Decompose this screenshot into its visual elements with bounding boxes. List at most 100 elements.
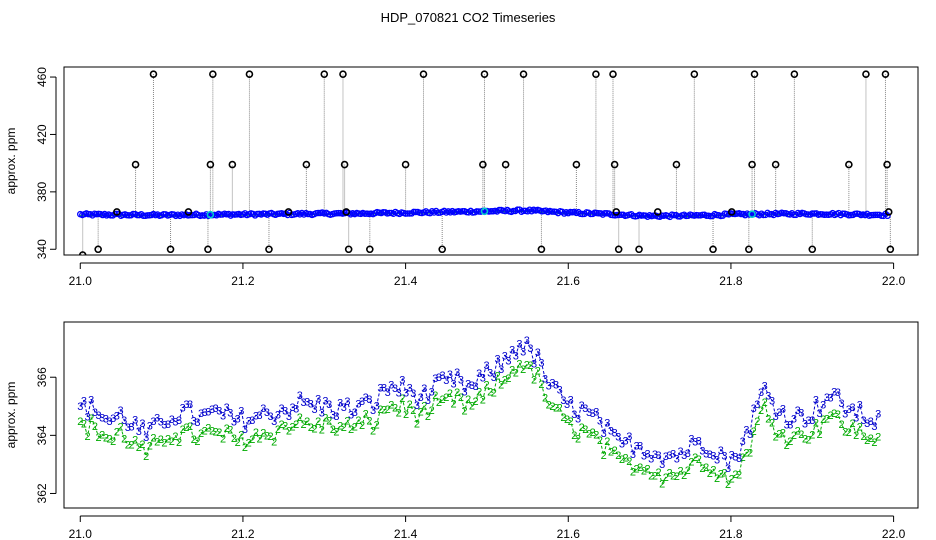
series-2-marker: 2 [286,426,292,438]
series-2-marker: 2 [871,437,877,449]
series-3-marker: 3 [205,407,211,419]
spike-point [184,208,193,216]
series-3-marker: 3 [403,388,409,400]
series-2-marker: 2 [776,428,782,440]
series-3-marker: 3 [842,409,848,421]
series-2-marker: 2 [710,464,716,476]
series-3-marker: 3 [780,404,786,416]
series-2-marker: 2 [531,374,537,386]
series-3-marker: 3 [480,373,486,385]
series-2-marker: 2 [509,364,515,376]
series-2-marker: 2 [257,434,263,446]
series-2-marker: 2 [268,431,274,443]
spike-point [366,245,374,254]
series-3-marker: 3 [319,407,325,419]
series-3-marker: 3 [271,416,277,428]
series-2-marker: 2 [202,426,208,438]
series-2-marker: 2 [194,436,200,448]
spike-point [228,160,237,169]
series-3-marker: 3 [114,411,120,423]
series-2-marker: 2 [480,394,486,406]
data-point [386,209,393,217]
spike-point [113,208,121,216]
filtered-point [206,210,215,219]
series-2-marker: 2 [707,468,713,480]
series-3-marker: 3 [513,350,519,362]
series-3-marker: 3 [139,418,145,430]
series-2-marker: 2 [220,433,226,445]
series-3-marker: 3 [849,402,855,414]
data-point [650,212,657,219]
spike-point [862,70,870,78]
series-2-marker: 2 [721,468,727,480]
series-2-marker: 2 [246,438,252,450]
spike-point [94,245,102,254]
series-3-marker: 3 [344,396,350,408]
series-3-marker: 3 [677,446,683,458]
x-tick-label: 21.6 [557,274,581,288]
series-2-marker: 2 [447,388,453,400]
series-2-marker: 2 [762,397,768,409]
series-2-marker: 2 [542,393,548,405]
series-2-marker: 2 [751,426,757,438]
series-3-marker: 3 [147,421,153,433]
series-3-marker: 3 [736,453,742,465]
data-point [884,212,891,220]
series-2-marker: 2 [645,464,651,476]
series-2-marker: 2 [81,419,87,431]
series-2-marker: 2 [612,445,618,457]
series-3-marker: 3 [630,449,636,461]
series-2-marker: 2 [454,387,460,399]
series-2-marker: 2 [96,432,102,444]
series-3-marker: 3 [535,347,541,359]
series-2-marker: 2 [429,405,435,417]
series-3-marker: 3 [754,399,760,411]
series-3-marker: 3 [85,411,91,423]
series-2-marker: 2 [403,409,409,421]
series-2-marker: 2 [88,413,94,425]
series-3-marker: 3 [429,386,435,398]
series-3-marker: 3 [289,402,295,414]
series-2-marker: 2 [242,442,248,454]
series-2-marker: 2 [187,421,193,433]
series-2-marker: 2 [806,434,812,446]
series-2-marker: 2 [319,424,325,436]
series-2-marker: 2 [637,462,643,474]
series-2-marker: 2 [264,431,270,443]
x-tick-label: 22.0 [882,274,906,288]
series-3-marker: 3 [202,407,208,419]
spike-point [340,160,349,169]
series-3-marker: 3 [838,398,844,410]
series-3-marker: 3 [688,433,694,445]
series-2-marker: 2 [604,436,610,448]
series-3-marker: 3 [451,378,457,390]
series-3-marker: 3 [275,410,281,422]
series-3-marker: 3 [180,403,186,415]
series-2-marker: 2 [172,431,178,443]
series-2-marker: 2 [652,470,658,482]
series-2-marker: 2 [802,434,808,446]
series-2-marker: 2 [260,428,266,440]
series-3-marker: 3 [249,415,255,427]
series-3-marker: 3 [194,417,200,429]
series-2-marker: 2 [407,399,413,411]
x-tick-label: 21.8 [719,527,743,540]
series-3-marker: 3 [718,445,724,457]
data-point [379,209,387,216]
series-2-marker: 2 [436,397,442,409]
series-2-marker: 2 [304,416,310,428]
spike-point [881,70,890,78]
series-2-marker: 2 [414,418,420,430]
data-point [335,209,342,217]
series-3-marker: 3 [663,451,669,463]
series-3-marker: 3 [853,412,859,424]
series-3-marker: 3 [352,407,358,419]
spike-point [750,70,759,78]
series-3-marker: 3 [681,450,687,462]
series-2-marker: 2 [348,424,354,436]
x-tick-label: 21.6 [557,527,581,540]
series-3-marker: 3 [824,392,830,404]
series-2-marker: 2 [117,422,123,434]
series-3-marker: 3 [106,416,112,428]
series-3-marker: 3 [253,410,259,422]
